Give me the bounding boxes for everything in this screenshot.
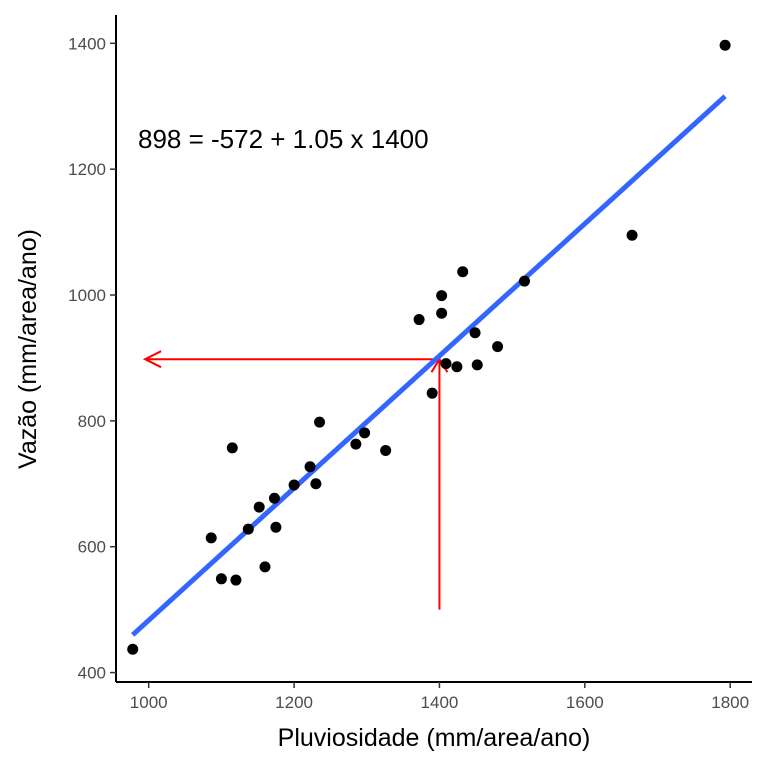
y-axis-title: Vazão (mm/area/ano) xyxy=(14,229,42,469)
x-tick-label: 1800 xyxy=(711,693,749,712)
x-tick-label: 1400 xyxy=(421,693,459,712)
equation-annotation: 898 = -572 + 1.05 x 1400 xyxy=(138,124,429,154)
data-point xyxy=(471,359,483,371)
data-point xyxy=(242,523,254,535)
data-point xyxy=(451,361,463,373)
data-point xyxy=(380,444,392,456)
x-tick-label: 1000 xyxy=(130,693,168,712)
regression-line xyxy=(131,94,727,637)
data-point xyxy=(205,532,217,544)
data-point xyxy=(492,341,504,353)
y-tick-label: 400 xyxy=(78,664,106,683)
regression-layer xyxy=(131,94,727,637)
data-point xyxy=(259,561,271,573)
data-point xyxy=(268,492,280,504)
points-layer xyxy=(127,39,731,655)
y-tick-label: 1400 xyxy=(68,34,106,53)
y-tick-label: 800 xyxy=(78,412,106,431)
data-point xyxy=(440,358,452,370)
x-axis-title: Pluviosidade (mm/area/ano) xyxy=(278,724,591,752)
data-point xyxy=(413,314,425,326)
x-tick-label: 1600 xyxy=(566,693,604,712)
y-tick-label: 600 xyxy=(78,538,106,557)
data-point xyxy=(253,501,265,513)
axes-layer: 1000 1200 1400 1600 1800 400 600 800 1000 1200 140… xyxy=(68,15,752,712)
data-point xyxy=(288,479,300,491)
data-point xyxy=(518,275,530,287)
data-point xyxy=(359,427,371,439)
y-tick-label: 1000 xyxy=(68,286,106,305)
data-point xyxy=(469,327,481,339)
data-point xyxy=(436,290,448,302)
data-point xyxy=(230,574,242,586)
data-point xyxy=(215,573,227,585)
data-point xyxy=(304,461,316,473)
data-point xyxy=(436,307,448,319)
data-point xyxy=(350,438,362,450)
horizontal-arrow-head xyxy=(142,350,162,369)
x-tick-label: 1200 xyxy=(275,693,313,712)
data-point xyxy=(426,387,438,399)
data-point xyxy=(226,442,238,454)
y-tick-label: 1200 xyxy=(68,160,106,179)
data-point xyxy=(719,39,731,51)
data-point xyxy=(457,266,469,278)
data-point xyxy=(626,229,638,241)
data-point xyxy=(314,416,326,428)
data-point xyxy=(310,478,322,490)
data-point xyxy=(127,643,139,655)
data-point xyxy=(270,521,282,533)
